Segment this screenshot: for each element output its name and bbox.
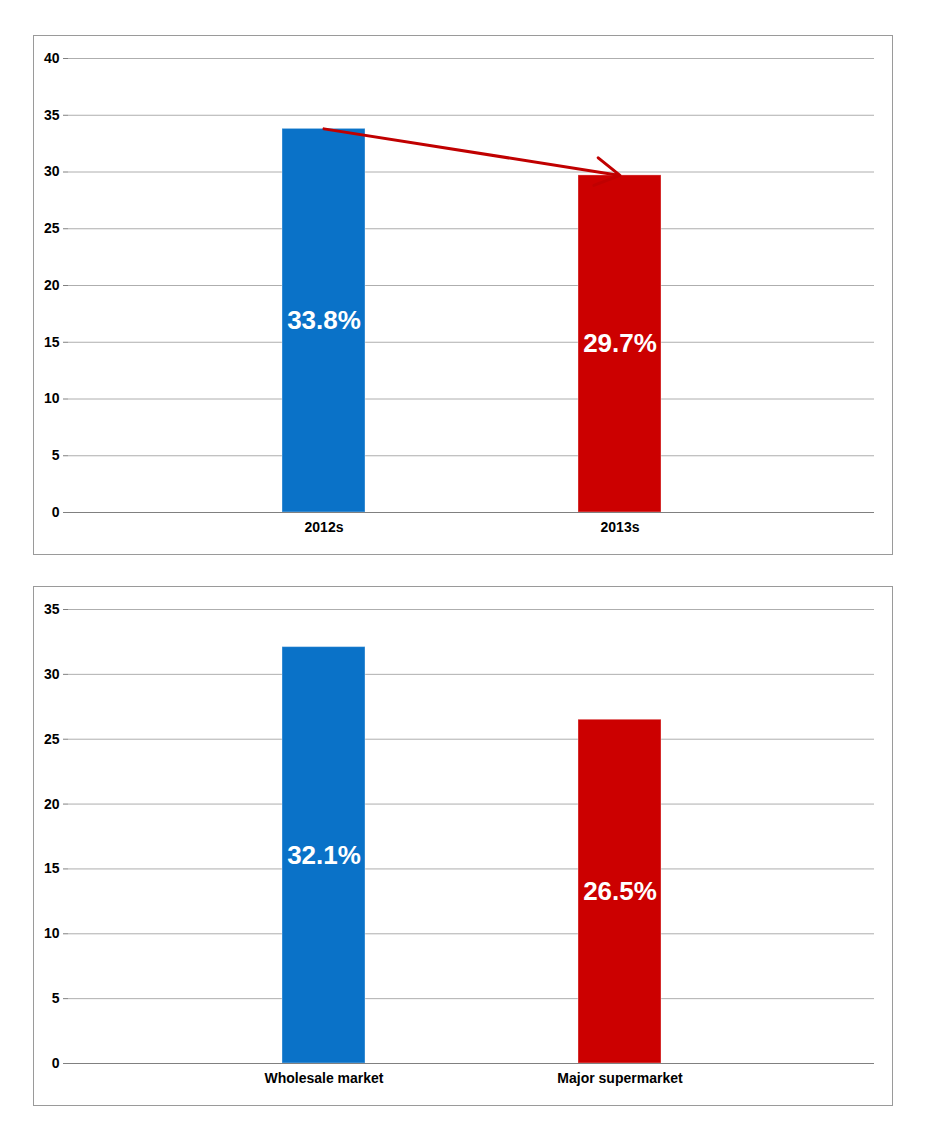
svg-text:32.1%: 32.1%	[287, 840, 361, 870]
svg-text:Wholesale market: Wholesale market	[264, 1070, 383, 1086]
svg-text:25: 25	[44, 220, 60, 236]
svg-text:40: 40	[44, 50, 60, 66]
svg-text:20: 20	[44, 277, 60, 293]
svg-text:0: 0	[52, 504, 60, 520]
svg-text:15: 15	[44, 860, 60, 876]
svg-text:0: 0	[52, 1055, 60, 1071]
svg-text:15: 15	[44, 334, 60, 350]
svg-text:10: 10	[44, 925, 60, 941]
svg-text:Major supermarket: Major supermarket	[557, 1070, 683, 1086]
svg-text:35: 35	[44, 601, 60, 617]
svg-text:10: 10	[44, 390, 60, 406]
svg-text:2013s: 2013s	[601, 519, 640, 535]
svg-text:5: 5	[52, 447, 60, 463]
svg-text:2012s: 2012s	[305, 519, 344, 535]
svg-text:5: 5	[52, 990, 60, 1006]
svg-text:20: 20	[44, 796, 60, 812]
svg-text:29.7%: 29.7%	[583, 328, 657, 358]
svg-text:30: 30	[44, 666, 60, 682]
svg-text:35: 35	[44, 107, 60, 123]
svg-text:30: 30	[44, 163, 60, 179]
svg-text:33.8%: 33.8%	[287, 305, 361, 335]
svg-text:26.5%: 26.5%	[583, 876, 657, 906]
svg-text:25: 25	[44, 731, 60, 747]
